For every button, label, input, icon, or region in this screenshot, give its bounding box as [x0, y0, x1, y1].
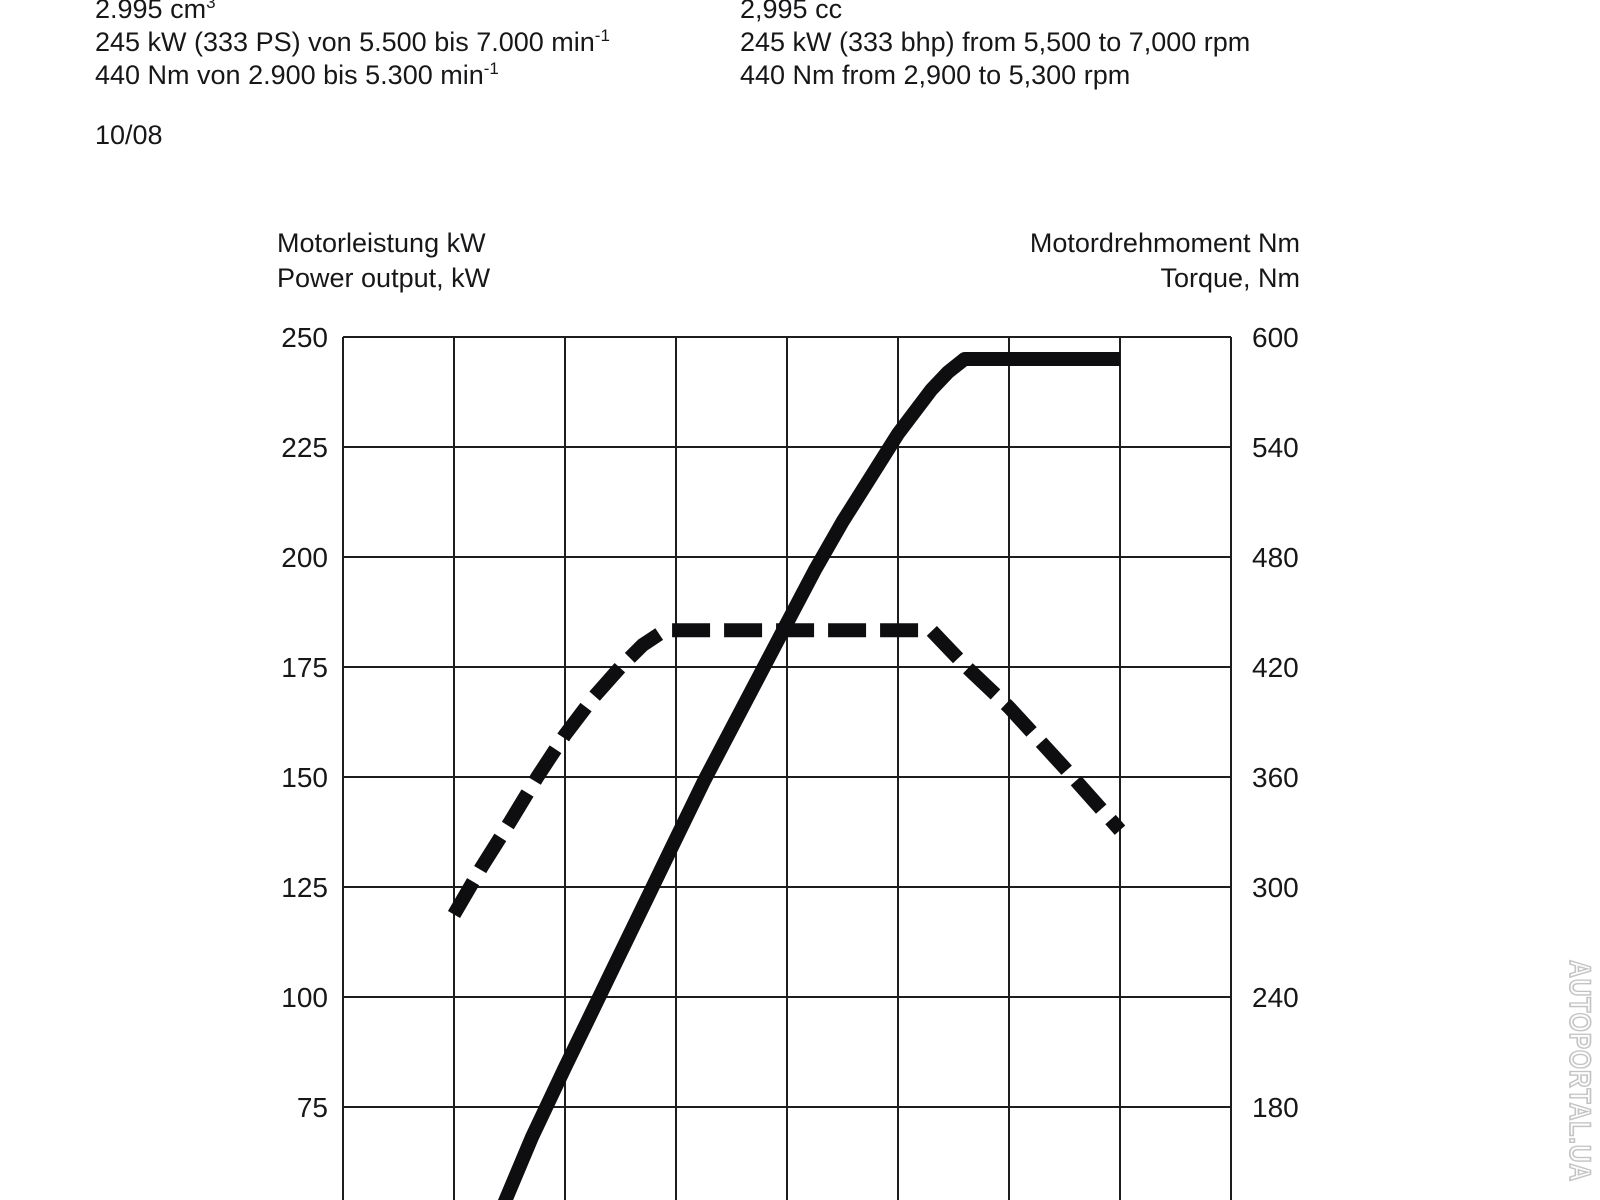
spec-torque-en: 440 Nm from 2,900 to 5,300 rpm — [740, 60, 1131, 90]
right-axis-title-en: Torque, Nm — [1160, 263, 1300, 293]
left-axis-tick-label: 250 — [281, 322, 328, 353]
power-curve — [497, 352, 1120, 1200]
spec-block-english: 2,995 cc 245 kW (333 bhp) from 5,500 to … — [740, 0, 1250, 92]
spec-torque-de-text: 440 Nm von 2.900 bis 5.300 min — [95, 60, 484, 90]
spec-power-en: 245 kW (333 bhp) from 5,500 to 7,000 rpm — [740, 27, 1251, 57]
left-axis-tick-label: 150 — [281, 762, 328, 793]
spec-displacement-de: 2.995 cm3 — [95, 0, 610, 26]
spec-block-german: 2.995 cm3 245 kW (333 PS) von 5.500 bis … — [95, 0, 610, 92]
right-axis-tick-label: 420 — [1252, 652, 1299, 683]
spec-displacement-de-sup: 3 — [206, 0, 216, 12]
right-axis-tick-label: 360 — [1252, 762, 1299, 793]
spec-torque-de: 440 Nm von 2.900 bis 5.300 min-1 — [95, 59, 610, 92]
spec-power-de: 245 kW (333 PS) von 5.500 bis 7.000 min-… — [95, 26, 610, 59]
left-axis-tick-label: 175 — [281, 652, 328, 683]
left-axis-tick-label: 200 — [281, 542, 328, 573]
watermark: AUTOPORTAL.UA — [1563, 960, 1596, 1182]
right-axis-tick-label: 540 — [1252, 432, 1299, 463]
spec-power-de-text: 245 kW (333 PS) von 5.500 bis 7.000 min — [95, 27, 595, 57]
right-axis-title: Motordrehmoment Nm Torque, Nm — [1030, 226, 1300, 296]
left-axis-title-en: Power output, kW — [277, 263, 491, 293]
spec-power-de-sup: -1 — [594, 26, 610, 45]
chart-axis-ticks: 250 225 200 175 150 125 100 75 600 540 480 420 360 30… — [281, 322, 1298, 1123]
left-axis-title: Motorleistung kW Power output, kW — [277, 226, 490, 296]
chart-grid — [342, 336, 1232, 1200]
right-axis-tick-label: 600 — [1252, 322, 1299, 353]
publication-date: 10/08 — [95, 120, 163, 150]
left-axis-tick-label: 125 — [281, 872, 328, 903]
right-axis-tick-label: 480 — [1252, 542, 1299, 573]
right-axis-title-de: Motordrehmoment Nm — [1029, 228, 1300, 258]
right-axis-tick-label: 300 — [1252, 872, 1299, 903]
right-axis-tick-label: 180 — [1252, 1092, 1299, 1123]
spec-displacement-en: 2,995 cc — [740, 0, 843, 24]
left-axis-title-de: Motorleistung kW — [277, 228, 486, 258]
left-axis-tick-label: 100 — [281, 982, 328, 1013]
spec-torque-de-sup: -1 — [483, 59, 499, 78]
left-axis-tick-label: 75 — [297, 1092, 328, 1123]
torque-curve — [447, 623, 1126, 919]
left-axis-tick-label: 225 — [281, 432, 328, 463]
spec-displacement-de-text: 2.995 cm — [95, 0, 207, 24]
chart-curves — [447, 352, 1126, 1200]
right-axis-tick-label: 240 — [1252, 982, 1299, 1013]
